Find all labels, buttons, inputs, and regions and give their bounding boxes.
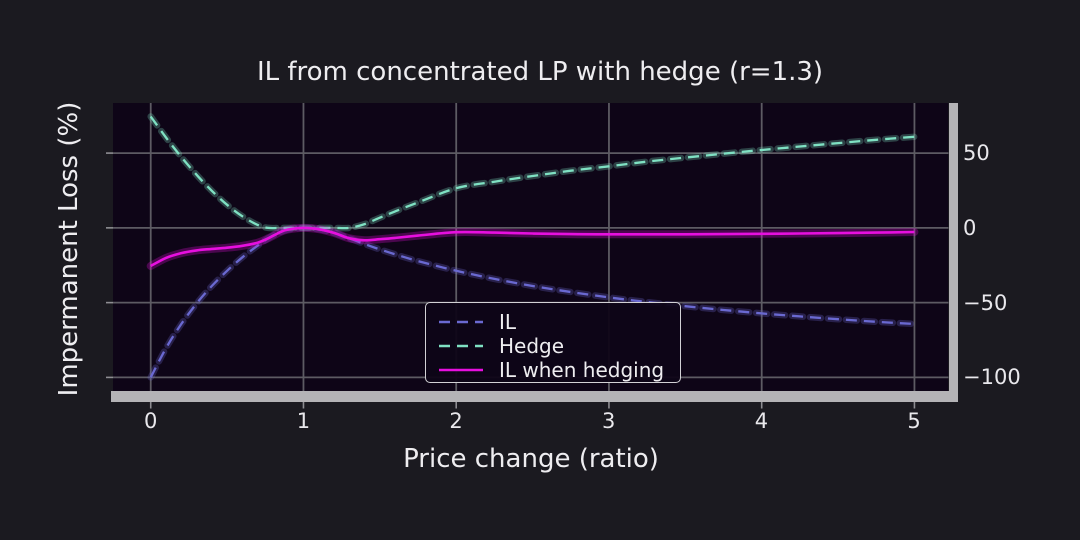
x-tick-label: 4 [754, 409, 769, 433]
legend-swatch-hedge-line [439, 344, 483, 348]
y-axis-label: Impermanent Loss (%) [54, 101, 84, 397]
x-tick-label: 3 [602, 409, 616, 433]
legend-row-il: IL [438, 310, 664, 334]
x-axis-label: Price change (ratio) [403, 444, 659, 474]
x-tick-label: 1 [296, 409, 311, 433]
right-spine [949, 103, 958, 402]
legend-label-hedged: IL when hedging [499, 358, 665, 382]
legend-label-il: IL [499, 310, 517, 334]
legend-swatch-hedged-line [439, 368, 483, 372]
y-tick-label: 0 [963, 215, 977, 240]
x-tick-label: 0 [144, 409, 158, 433]
y-tick-label: −50 [963, 290, 1008, 315]
y-tick-label: −100 [963, 365, 1021, 390]
chart-title: IL from concentrated LP with hedge (r=1.… [256, 57, 824, 87]
legend-swatch-il-line [439, 320, 483, 324]
y-tick-label: 50 [963, 141, 990, 166]
legend-row-hedged: IL when hedging [438, 358, 664, 382]
legend-row-hedge: Hedge [438, 334, 664, 358]
legend-label-hedge: Hedge [499, 334, 565, 358]
bottom-spine [111, 391, 958, 402]
legend: IL Hedge IL when hedging [425, 302, 682, 383]
x-tick-label: 5 [907, 409, 921, 433]
x-tick-label: 2 [449, 409, 463, 433]
